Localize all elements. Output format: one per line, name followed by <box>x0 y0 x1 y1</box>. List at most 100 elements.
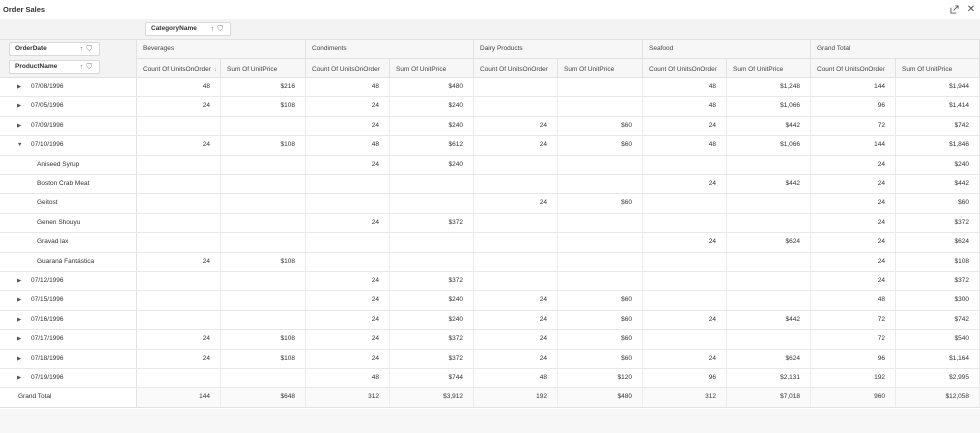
value-cell[interactable]: $108 <box>896 252 980 271</box>
value-cell[interactable]: 24 <box>474 116 558 136</box>
value-cell[interactable] <box>221 233 306 252</box>
row-field-chip-orderdate[interactable]: OrderDate ↑⛉ <box>9 42 100 56</box>
value-cell[interactable]: 312 <box>306 388 390 407</box>
value-cell[interactable]: 48 <box>306 78 390 97</box>
value-cell[interactable]: $12,058 <box>896 388 980 407</box>
value-cell[interactable]: $1,846 <box>896 136 980 155</box>
value-cell[interactable]: $240 <box>390 310 474 330</box>
value-cell[interactable]: $60 <box>558 291 643 310</box>
value-cell[interactable]: 24 <box>643 116 727 136</box>
value-cell[interactable]: 24 <box>811 175 896 194</box>
filter-icon[interactable]: ⛉ <box>86 62 95 71</box>
value-cell[interactable]: $624 <box>727 349 811 368</box>
row-header[interactable]: ▶ 07/15/1996 <box>0 291 137 310</box>
value-cell[interactable] <box>137 116 221 136</box>
value-cell[interactable]: $60 <box>558 349 643 368</box>
column-header-category[interactable]: Beverages <box>137 40 306 59</box>
value-cell[interactable] <box>474 78 558 97</box>
value-cell[interactable]: $60 <box>558 116 643 136</box>
value-cell[interactable] <box>221 291 306 310</box>
value-cell[interactable]: 24 <box>306 116 390 136</box>
value-cell[interactable]: $742 <box>896 116 980 136</box>
value-cell[interactable]: 24 <box>306 349 390 368</box>
value-cell[interactable] <box>221 213 306 233</box>
value-cell[interactable]: 24 <box>137 97 221 116</box>
collapse-caret-icon[interactable]: ▼ <box>17 142 23 149</box>
value-cell[interactable]: 24 <box>137 252 221 271</box>
value-cell[interactable]: $60 <box>896 194 980 213</box>
value-cell[interactable]: 24 <box>306 310 390 330</box>
value-cell[interactable] <box>474 213 558 233</box>
value-cell[interactable]: 24 <box>474 194 558 213</box>
value-cell[interactable]: $2,131 <box>727 369 811 388</box>
expand-caret-icon[interactable]: ▶ <box>17 84 22 90</box>
value-cell[interactable] <box>137 233 221 252</box>
value-cell[interactable] <box>390 175 474 194</box>
value-cell[interactable]: $744 <box>390 369 474 388</box>
value-cell[interactable]: $1,164 <box>896 349 980 368</box>
value-cell[interactable]: $1,066 <box>727 136 811 155</box>
value-cell[interactable]: $108 <box>221 330 306 349</box>
column-header-measure[interactable]: Sum Of UnitPrice <box>221 59 306 78</box>
value-cell[interactable]: $7,018 <box>727 388 811 407</box>
value-cell[interactable]: 48 <box>306 369 390 388</box>
value-cell[interactable]: $60 <box>558 310 643 330</box>
value-cell[interactable] <box>474 252 558 271</box>
value-cell[interactable]: $372 <box>390 213 474 233</box>
sort-ascending-icon[interactable]: ↑ <box>79 62 87 71</box>
value-cell[interactable] <box>558 272 643 291</box>
column-field-chip-categoryname[interactable]: CategoryName ↑⛉ <box>145 22 231 36</box>
value-cell[interactable]: $372 <box>896 213 980 233</box>
sort-ascending-icon[interactable]: ↑ <box>79 44 87 53</box>
value-cell[interactable] <box>727 155 811 174</box>
value-cell[interactable]: 48 <box>643 97 727 116</box>
value-cell[interactable]: 144 <box>811 136 896 155</box>
value-cell[interactable] <box>558 155 643 174</box>
value-cell[interactable] <box>727 252 811 271</box>
value-cell[interactable] <box>137 369 221 388</box>
export-icon[interactable] <box>947 3 961 16</box>
value-cell[interactable]: $240 <box>390 97 474 116</box>
row-header[interactable]: ▶ 07/16/1996 <box>0 310 137 330</box>
value-cell[interactable]: 24 <box>811 252 896 271</box>
value-cell[interactable]: 192 <box>811 369 896 388</box>
value-cell[interactable]: 24 <box>643 349 727 368</box>
column-header-category[interactable]: Dairy Products <box>474 40 643 59</box>
value-cell[interactable]: 96 <box>643 369 727 388</box>
value-cell[interactable]: $108 <box>221 136 306 155</box>
value-cell[interactable]: 96 <box>811 97 896 116</box>
value-cell[interactable]: 48 <box>643 136 727 155</box>
value-cell[interactable]: $240 <box>390 155 474 174</box>
value-cell[interactable]: $240 <box>390 116 474 136</box>
value-cell[interactable]: 24 <box>137 349 221 368</box>
column-header-measure[interactable]: Count Of UnitsOnOrder <box>474 59 558 78</box>
value-cell[interactable]: $300 <box>896 291 980 310</box>
value-cell[interactable]: 24 <box>643 175 727 194</box>
value-cell[interactable] <box>474 155 558 174</box>
value-cell[interactable]: 24 <box>811 213 896 233</box>
value-cell[interactable]: 24 <box>643 233 727 252</box>
value-cell[interactable]: $624 <box>727 233 811 252</box>
value-cell[interactable] <box>643 330 727 349</box>
value-cell[interactable]: 192 <box>474 388 558 407</box>
value-cell[interactable]: 96 <box>811 349 896 368</box>
value-cell[interactable] <box>306 233 390 252</box>
column-header-measure[interactable]: Sum Of UnitPrice <box>727 59 811 78</box>
value-cell[interactable]: 24 <box>811 233 896 252</box>
value-cell[interactable] <box>727 291 811 310</box>
row-header[interactable]: ▼ 07/10/1996 <box>0 136 137 155</box>
row-header[interactable]: ▶ 07/19/1996 <box>0 369 137 388</box>
value-cell[interactable]: $742 <box>896 310 980 330</box>
row-header[interactable]: ▶ 07/05/1996 <box>0 97 137 116</box>
value-cell[interactable]: $372 <box>390 330 474 349</box>
value-cell[interactable] <box>137 194 221 213</box>
value-cell[interactable] <box>306 175 390 194</box>
value-cell[interactable] <box>221 369 306 388</box>
value-cell[interactable]: $108 <box>221 349 306 368</box>
value-cell[interactable]: 48 <box>474 369 558 388</box>
value-cell[interactable] <box>221 194 306 213</box>
value-cell[interactable] <box>390 252 474 271</box>
filter-icon[interactable]: ⛉ <box>86 44 95 53</box>
value-cell[interactable] <box>474 233 558 252</box>
value-cell[interactable]: 24 <box>137 136 221 155</box>
